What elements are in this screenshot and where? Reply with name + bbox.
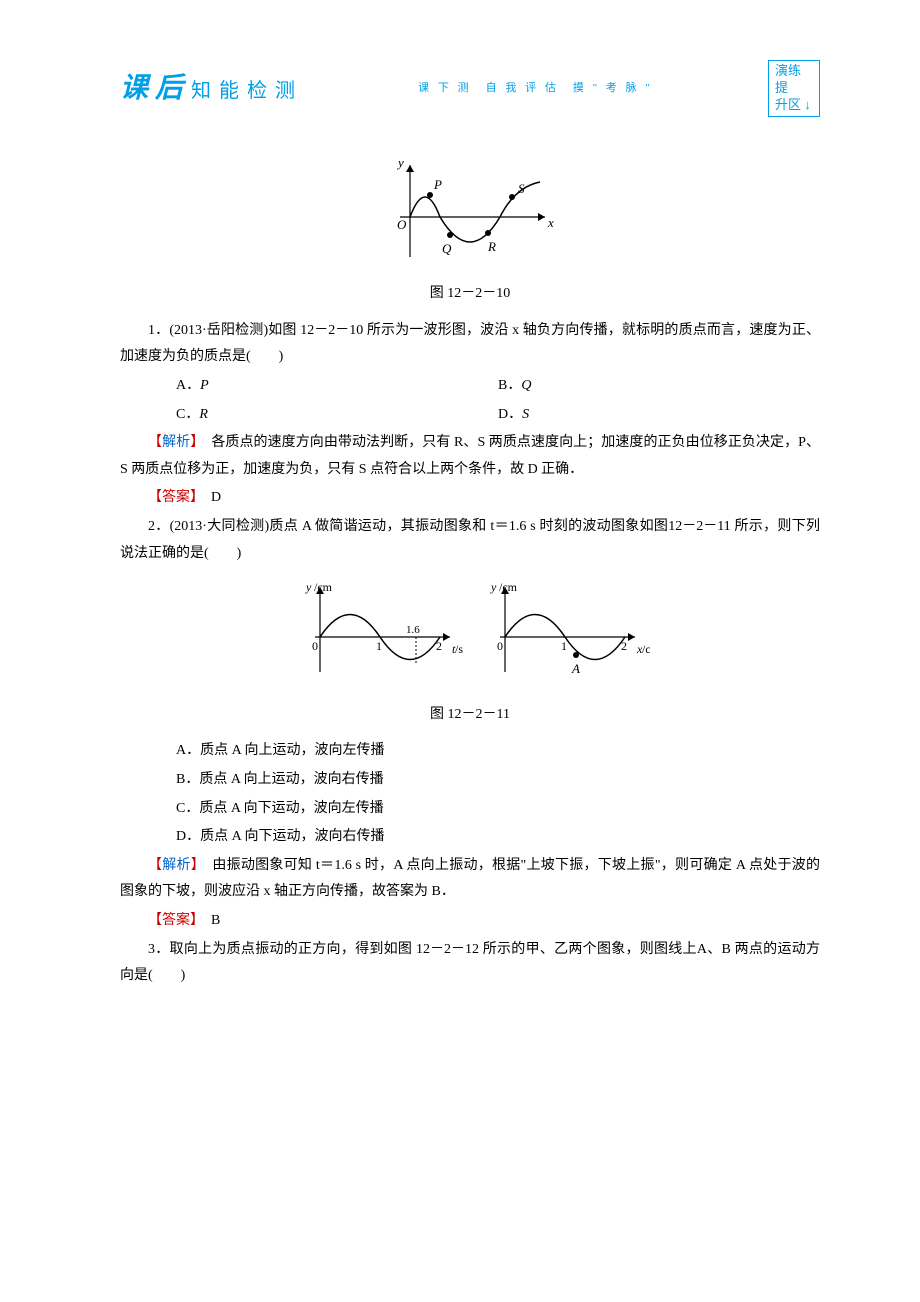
wave-diagram-1: y x O P Q R S xyxy=(380,157,560,267)
q3-stem: 3．取向上为质点振动的正方向，得到如图 12－2－12 所示的甲、乙两个图象，则… xyxy=(120,937,820,990)
wave-diagram-2: y/cm 0 1 1.6 2 t/s y/cm 0 1 2 x/cm A xyxy=(290,577,650,687)
svg-text:A: A xyxy=(571,661,580,676)
figure-2-caption: 图 12－2－11 xyxy=(120,702,820,729)
figure-12-2-11: y/cm 0 1 1.6 2 t/s y/cm 0 1 2 x/cm A 图 1… xyxy=(120,577,820,728)
header-left: 课 后 知能检测 xyxy=(120,62,303,115)
svg-text:1.6: 1.6 xyxy=(406,624,420,636)
q2-opt-b: B．质点 A 向上运动，波向右传播 xyxy=(120,767,820,794)
q1-opt-b: B．Q xyxy=(498,373,820,400)
analysis-label: 解析 xyxy=(162,435,190,450)
analysis-label-2: 解析 xyxy=(162,858,191,873)
svg-text:R: R xyxy=(487,239,496,254)
q1-options-row1: A．P B．Q xyxy=(120,373,820,400)
svg-text:/cm: /cm xyxy=(314,580,333,594)
q2-answer: 【答案】 B xyxy=(120,908,820,935)
q2-stem: 2．(2013·大同检测)质点 A 做简谐运动，其振动图象和 t＝1.6 s 时… xyxy=(120,514,820,567)
header-subtitle: 课 下 测 自 我 评 估 摸 " 考 脉 " xyxy=(418,78,653,99)
q2-opt-a: A．质点 A 向上运动，波向左传播 xyxy=(120,738,820,765)
practice-badge: 演练提 升区 ↓ xyxy=(768,60,820,117)
svg-text:/s: /s xyxy=(455,642,463,656)
svg-text:/cm: /cm xyxy=(642,642,650,656)
q1-stem: 1．(2013·岳阳检测)如图 12－2－10 所示为一波形图，波沿 x 轴负方… xyxy=(120,318,820,371)
svg-text:y: y xyxy=(396,157,404,170)
title-main: 知能检测 xyxy=(191,72,303,110)
svg-text:S: S xyxy=(518,181,525,196)
svg-text:x: x xyxy=(625,642,643,656)
q2-opt-c: C．质点 A 向下运动，波向左传播 xyxy=(120,796,820,823)
svg-text:y: y xyxy=(305,580,312,594)
svg-text:P: P xyxy=(433,177,442,192)
q2-answer-text: B xyxy=(197,913,220,928)
svg-text:y: y xyxy=(490,580,497,594)
title-prefix: 课 后 xyxy=(120,62,183,115)
q1-analysis: 【解析】 各质点的速度方向由带动法判断，只有 R、S 两质点速度向上；加速度的正… xyxy=(120,430,820,483)
q2-analysis: 【解析】 由振动图象可知 t＝1.6 s 时，A 点向上振动，根据"上坡下振，下… xyxy=(120,853,820,906)
figure-12-2-10: y x O P Q R S 图 12－2－10 xyxy=(120,157,820,308)
answer-label-2: 答案 xyxy=(162,913,190,928)
q1-answer-text: D xyxy=(197,490,221,505)
figure-1-caption: 图 12－2－10 xyxy=(120,281,820,308)
q1-analysis-text: 各质点的速度方向由带动法判断，只有 R、S 两质点速度向上；加速度的正负由位移正… xyxy=(120,435,820,477)
q1-opt-a: A．P xyxy=(176,373,498,400)
page-header: 课 后 知能检测 课 下 测 自 我 评 估 摸 " 考 脉 " 演练提 升区 … xyxy=(120,60,820,117)
svg-text:0: 0 xyxy=(312,639,318,653)
q2-analysis-text: 由振动图象可知 t＝1.6 s 时，A 点向上振动，根据"上坡下振，下坡上振"，… xyxy=(120,858,820,900)
q1-opt-c: C．R xyxy=(176,402,498,429)
svg-text:/cm: /cm xyxy=(499,580,518,594)
badge-line-1: 演练提 xyxy=(775,63,801,95)
svg-text:1: 1 xyxy=(376,639,382,653)
q1-answer: 【答案】 D xyxy=(120,485,820,512)
svg-text:O: O xyxy=(397,217,407,232)
q1-options-row2: C．R D．S xyxy=(120,402,820,429)
svg-text:Q: Q xyxy=(442,241,452,256)
q2-opt-d: D．质点 A 向下运动，波向右传播 xyxy=(120,824,820,851)
q1-opt-d: D．S xyxy=(498,402,820,429)
answer-label: 答案 xyxy=(162,490,190,505)
svg-text:t: t xyxy=(440,642,456,656)
svg-text:1: 1 xyxy=(561,639,567,653)
badge-line-2: 升区 ↓ xyxy=(775,97,811,112)
svg-text:0: 0 xyxy=(497,639,503,653)
svg-text:x: x xyxy=(547,215,554,230)
